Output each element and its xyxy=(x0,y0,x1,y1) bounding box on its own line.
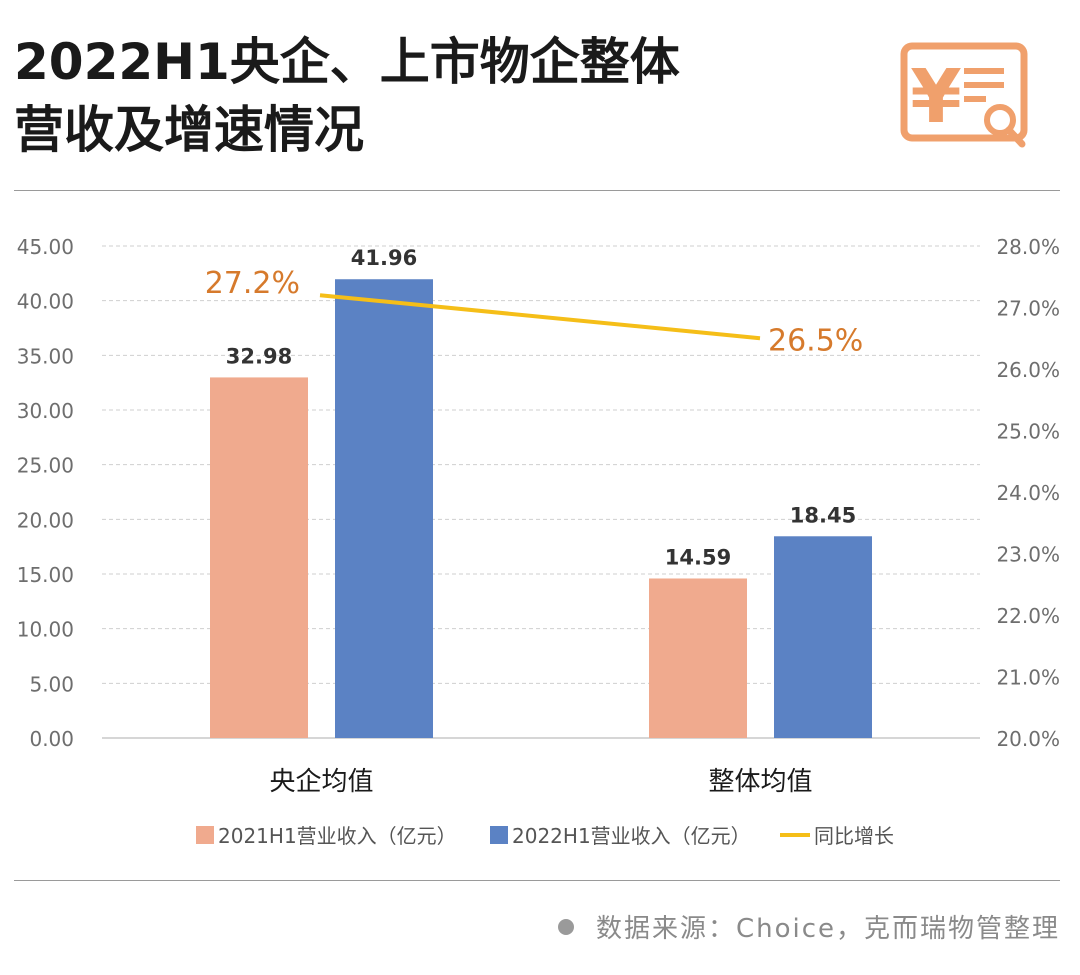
right-tick-label: 28.0% xyxy=(996,235,1060,259)
right-tick-label: 21.0% xyxy=(996,666,1060,690)
left-tick-label: 5.00 xyxy=(29,672,74,696)
top-divider xyxy=(14,190,1060,191)
legend-swatch xyxy=(196,826,214,844)
legend-label: 2022H1营业收入（亿元） xyxy=(512,824,751,848)
bar-value-label: 41.96 xyxy=(351,246,417,270)
legend-label: 2021H1营业收入（亿元） xyxy=(218,824,457,848)
right-tick-label: 27.0% xyxy=(996,297,1060,321)
bottom-divider xyxy=(14,880,1060,881)
bar xyxy=(335,279,433,738)
right-tick-label: 20.0% xyxy=(996,727,1060,751)
legend-swatch xyxy=(490,826,508,844)
left-tick-label: 0.00 xyxy=(29,727,74,751)
right-tick-label: 23.0% xyxy=(996,543,1060,567)
left-tick-label: 30.00 xyxy=(17,399,74,423)
growth-line xyxy=(319,293,761,341)
title-line-1: 2022H1央企、上市物企整体 xyxy=(14,33,680,91)
legend-swatch xyxy=(780,833,810,837)
left-tick-label: 25.00 xyxy=(17,454,74,478)
growth-label: 27.2% xyxy=(205,266,300,301)
x-category-label: 央企均值 xyxy=(269,767,373,797)
legend-label: 同比增长 xyxy=(814,824,894,848)
bar xyxy=(210,377,308,738)
bar-value-label: 18.45 xyxy=(790,503,856,527)
revenue-chart: 0.00 5.00 10.00 15.00 20.00 25.00 30.00 35.00 40… xyxy=(17,235,1060,848)
right-tick-label: 22.0% xyxy=(996,604,1060,628)
right-tick-label: 24.0% xyxy=(996,481,1060,505)
title-line-2: 营收及增速情况 xyxy=(14,101,364,159)
svg-text:¥: ¥ xyxy=(910,54,962,140)
x-category-label: 整体均值 xyxy=(708,767,812,797)
bar xyxy=(774,536,872,738)
left-tick-label: 35.00 xyxy=(17,344,74,368)
bar xyxy=(649,578,747,738)
left-tick-label: 10.00 xyxy=(17,618,74,642)
right-tick-label: 26.0% xyxy=(996,358,1060,382)
left-tick-label: 45.00 xyxy=(17,235,74,259)
yuan-receipt-search-icon: ¥ xyxy=(900,42,1028,148)
left-tick-label: 40.00 xyxy=(17,290,74,314)
bar-value-label: 14.59 xyxy=(665,545,731,569)
source-text: 数据来源：Choice，克而瑞物管整理 xyxy=(595,914,1060,944)
left-tick-label: 15.00 xyxy=(17,563,74,587)
left-tick-label: 20.00 xyxy=(17,508,74,532)
growth-label: 26.5% xyxy=(768,323,863,358)
right-tick-label: 25.0% xyxy=(996,420,1060,444)
bar-value-label: 32.98 xyxy=(226,344,292,368)
page-title: 2022H1央企、上市物企整体 营收及增速情况 xyxy=(14,28,680,164)
data-source: 数据来源：Choice，克而瑞物管整理 xyxy=(557,908,1060,945)
bullet-dot-icon xyxy=(557,918,574,935)
